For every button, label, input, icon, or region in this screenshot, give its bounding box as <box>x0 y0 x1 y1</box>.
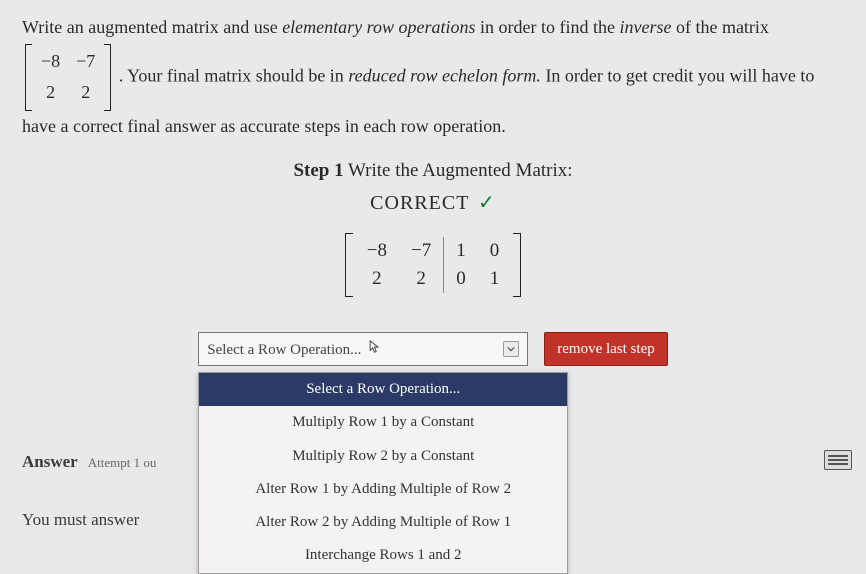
row-operation-select[interactable]: Select a Row Operation... <box>198 332 528 366</box>
attempt-counter: Attempt 1 ou <box>88 455 157 471</box>
emphasis-row-ops: elementary row operations <box>282 17 475 37</box>
footer-text: You must answer <box>22 510 139 530</box>
answer-section: Answer Attempt 1 ou <box>22 452 156 472</box>
text: of the matrix <box>671 17 768 37</box>
dropdown-option[interactable]: Select a Row Operation... <box>199 373 567 406</box>
dropdown-option[interactable]: Multiply Row 1 by a Constant <box>199 406 567 439</box>
select-placeholder: Select a Row Operation... <box>207 342 361 358</box>
status-text: CORRECT <box>370 192 469 214</box>
cursor-icon <box>369 342 380 357</box>
row-operation-select-wrap: Select a Row Operation... Select a Row O… <box>198 332 528 366</box>
row-operation-dropdown: Select a Row Operation... Multiply Row 1… <box>198 372 568 574</box>
text: Write an augmented matrix and use <box>22 17 282 37</box>
emphasis-inverse: inverse <box>619 17 671 37</box>
step-number: Step 1 <box>293 160 343 181</box>
checkmark-icon: ✓ <box>478 192 496 214</box>
step-panel: Step 1 Write the Augmented Matrix: CORRE… <box>22 160 844 366</box>
dropdown-option[interactable]: Alter Row 2 by Adding Multiple of Row 1 <box>199 506 567 539</box>
emphasis-rref: reduced row echelon form. <box>348 65 541 85</box>
step-description: Write the Augmented Matrix: <box>344 160 573 181</box>
text: in order to find the <box>476 17 620 37</box>
problem-statement: Write an augmented matrix and use elemen… <box>22 12 844 142</box>
dropdown-option[interactable]: Interchange Rows 1 and 2 <box>199 539 567 572</box>
input-matrix: −8−7 22 <box>25 44 111 111</box>
keyboard-icon[interactable] <box>824 450 852 470</box>
answer-label: Answer <box>22 452 78 472</box>
controls-row: Select a Row Operation... Select a Row O… <box>22 332 844 366</box>
text: . Your final matrix should be in <box>114 65 348 85</box>
dropdown-option[interactable]: Alter Row 1 by Adding Multiple of Row 2 <box>199 473 567 506</box>
chevron-down-icon <box>503 341 519 357</box>
remove-last-step-button[interactable]: remove last step <box>544 332 667 366</box>
status-label: CORRECT ✓ <box>22 190 844 215</box>
augmented-matrix: −8 −7 1 0 2 2 0 1 <box>345 233 521 297</box>
dropdown-option[interactable]: Multiply Row 2 by a Constant <box>199 440 567 473</box>
step-title: Step 1 Write the Augmented Matrix: <box>22 160 844 182</box>
